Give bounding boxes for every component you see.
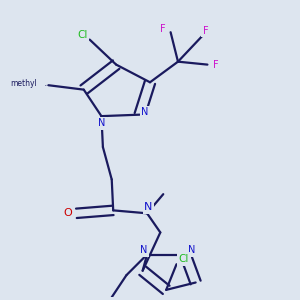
Text: Cl: Cl bbox=[77, 30, 88, 40]
Text: N: N bbox=[98, 118, 105, 128]
Text: O: O bbox=[64, 208, 73, 218]
Text: N: N bbox=[140, 245, 148, 255]
Text: N: N bbox=[141, 107, 149, 117]
Text: F: F bbox=[160, 24, 166, 34]
Text: N: N bbox=[144, 202, 153, 212]
Text: methyl: methyl bbox=[32, 84, 37, 85]
Text: Cl: Cl bbox=[179, 254, 189, 264]
Text: N: N bbox=[188, 245, 195, 255]
Text: methyl: methyl bbox=[10, 79, 37, 88]
Text: methyl: methyl bbox=[44, 85, 50, 86]
Text: F: F bbox=[203, 26, 209, 36]
Text: F: F bbox=[213, 60, 219, 70]
